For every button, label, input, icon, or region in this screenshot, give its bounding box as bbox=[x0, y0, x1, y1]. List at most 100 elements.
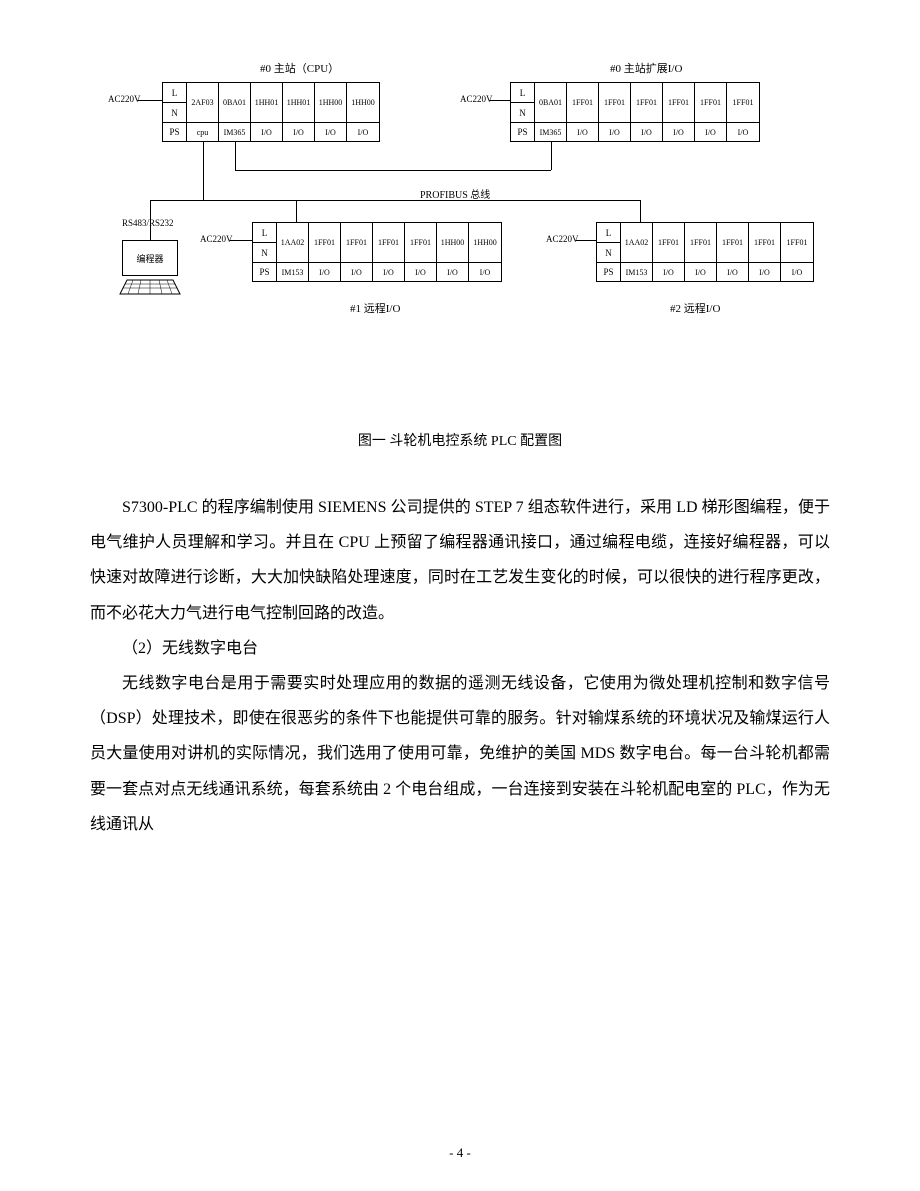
slot-bottom-label: I/O bbox=[251, 123, 282, 141]
slot-bottom-label: I/O bbox=[315, 123, 346, 141]
slot-top-label: 1HH00 bbox=[315, 83, 346, 123]
slot-bottom-label: I/O bbox=[653, 263, 684, 281]
rack0e-label: #0 主站扩展I/O bbox=[610, 60, 682, 76]
slot-bottom-label: I/O bbox=[695, 123, 726, 141]
slot-bottom-label: I/O bbox=[283, 123, 314, 141]
slot-bottom-label: I/O bbox=[405, 263, 436, 281]
rack2-L: L bbox=[597, 223, 620, 243]
paragraph-2: （2）无线数字电台 bbox=[90, 631, 830, 666]
slot-bottom-label: I/O bbox=[567, 123, 598, 141]
rack0-ac: AC220V bbox=[108, 94, 141, 104]
rack-slot: 1FF01I/O bbox=[663, 83, 695, 141]
programmer-computer: 编程器 bbox=[115, 240, 185, 300]
slot-bottom-label: I/O bbox=[347, 123, 379, 141]
rack-slot: 1FF01I/O bbox=[373, 223, 405, 281]
keyboard-icon bbox=[115, 276, 185, 296]
rack-slot: 1HH00I/O bbox=[469, 223, 501, 281]
rack-slot: 1FF01I/O bbox=[631, 83, 663, 141]
rack-slot: 1HH00I/O bbox=[347, 83, 379, 141]
rack-slot: 1FF01I/O bbox=[653, 223, 685, 281]
rack-slot: 1FF01I/O bbox=[405, 223, 437, 281]
rack0-L: L bbox=[163, 83, 186, 103]
rack2-ac: AC220V bbox=[546, 234, 579, 244]
slot-top-label: 2AF03 bbox=[187, 83, 218, 123]
rack0e-L: L bbox=[511, 83, 534, 103]
slot-top-label: 1FF01 bbox=[341, 223, 372, 263]
bus-label: PROFIBUS 总线 bbox=[420, 186, 490, 201]
rack0e: L N PS 0BA01IM3651FF01I/O1FF01I/O1FF01I/… bbox=[510, 82, 760, 142]
slot-top-label: 1FF01 bbox=[373, 223, 404, 263]
rack-slot: 0BA01IM365 bbox=[219, 83, 251, 141]
slot-top-label: 1FF01 bbox=[631, 83, 662, 123]
slot-top-label: 1FF01 bbox=[781, 223, 813, 263]
slot-top-label: 0BA01 bbox=[535, 83, 566, 123]
body-text: S7300-PLC 的程序编制使用 SIEMENS 公司提供的 STEP 7 组… bbox=[90, 490, 830, 842]
rack2-label: #2 远程I/O bbox=[670, 300, 720, 316]
slot-bottom-label: I/O bbox=[599, 123, 630, 141]
rack-slot: 1FF01I/O bbox=[599, 83, 631, 141]
rack-slot: 1AA02IM153 bbox=[621, 223, 653, 281]
slot-bottom-label: I/O bbox=[469, 263, 501, 281]
slot-bottom-label: I/O bbox=[309, 263, 340, 281]
rack-slot: 1HH00I/O bbox=[437, 223, 469, 281]
rack-slot: 1FF01I/O bbox=[781, 223, 813, 281]
slot-top-label: 1FF01 bbox=[567, 83, 598, 123]
slot-top-label: 1AA02 bbox=[621, 223, 652, 263]
slot-bottom-label: I/O bbox=[437, 263, 468, 281]
slot-top-label: 0BA01 bbox=[219, 83, 250, 123]
rack1-ac: AC220V bbox=[200, 234, 233, 244]
slot-bottom-label: I/O bbox=[631, 123, 662, 141]
slot-bottom-label: I/O bbox=[663, 123, 694, 141]
page-number: - 4 - bbox=[0, 1145, 920, 1161]
slot-top-label: 1HH00 bbox=[469, 223, 501, 263]
slot-bottom-label: I/O bbox=[717, 263, 748, 281]
rack0e-ac: AC220V bbox=[460, 94, 493, 104]
slot-top-label: 1HH00 bbox=[347, 83, 379, 123]
slot-top-label: 1FF01 bbox=[599, 83, 630, 123]
slot-top-label: 1FF01 bbox=[663, 83, 694, 123]
rack1-N: N bbox=[253, 243, 276, 262]
slot-top-label: 1FF01 bbox=[695, 83, 726, 123]
slot-top-label: 1FF01 bbox=[727, 83, 759, 123]
rack1-label: #1 远程I/O bbox=[350, 300, 400, 316]
slot-top-label: 1AA02 bbox=[277, 223, 308, 263]
slot-bottom-label: I/O bbox=[341, 263, 372, 281]
slot-top-label: 1HH01 bbox=[251, 83, 282, 123]
slot-top-label: 1FF01 bbox=[309, 223, 340, 263]
rack0: L N PS 2AF03cpu0BA01IM3651HH01I/O1HH01I/… bbox=[162, 82, 380, 142]
rack-slot: 1FF01I/O bbox=[341, 223, 373, 281]
slot-top-label: 1HH00 bbox=[437, 223, 468, 263]
figure-caption: 图一 斗轮机电控系统 PLC 配置图 bbox=[90, 430, 830, 450]
rack-slot: 2AF03cpu bbox=[187, 83, 219, 141]
rack-slot: 1FF01I/O bbox=[749, 223, 781, 281]
rack2-N: N bbox=[597, 243, 620, 262]
rack-slot: 1FF01I/O bbox=[567, 83, 599, 141]
slot-bottom-label: I/O bbox=[685, 263, 716, 281]
slot-bottom-label: IM153 bbox=[277, 263, 308, 281]
conn-label: RS483/RS232 bbox=[122, 218, 174, 228]
rack1-ps: PS bbox=[253, 263, 276, 281]
rack0e-N: N bbox=[511, 103, 534, 122]
rack-slot: 1AA02IM153 bbox=[277, 223, 309, 281]
slot-bottom-label: I/O bbox=[781, 263, 813, 281]
slot-top-label: 1FF01 bbox=[685, 223, 716, 263]
rack0e-ps: PS bbox=[511, 123, 534, 141]
slot-bottom-label: IM365 bbox=[535, 123, 566, 141]
paragraph-1: S7300-PLC 的程序编制使用 SIEMENS 公司提供的 STEP 7 组… bbox=[90, 490, 830, 631]
plc-config-diagram: #0 主站（CPU） AC220V L N PS 2AF03cpu0BA01IM… bbox=[90, 60, 830, 400]
rack-slot: 1FF01I/O bbox=[717, 223, 749, 281]
slot-top-label: 1FF01 bbox=[405, 223, 436, 263]
slot-bottom-label: I/O bbox=[727, 123, 759, 141]
slot-top-label: 1FF01 bbox=[717, 223, 748, 263]
rack-slot: 0BA01IM365 bbox=[535, 83, 567, 141]
slot-bottom-label: IM153 bbox=[621, 263, 652, 281]
slot-bottom-label: IM365 bbox=[219, 123, 250, 141]
rack-slot: 1HH00I/O bbox=[315, 83, 347, 141]
rack-slot: 1FF01I/O bbox=[685, 223, 717, 281]
programmer-label: 编程器 bbox=[122, 240, 178, 276]
rack-slot: 1FF01I/O bbox=[309, 223, 341, 281]
rack2: L N PS 1AA02IM1531FF01I/O1FF01I/O1FF01I/… bbox=[596, 222, 814, 282]
slot-bottom-label: I/O bbox=[749, 263, 780, 281]
slot-bottom-label: cpu bbox=[187, 123, 218, 141]
slot-top-label: 1FF01 bbox=[653, 223, 684, 263]
